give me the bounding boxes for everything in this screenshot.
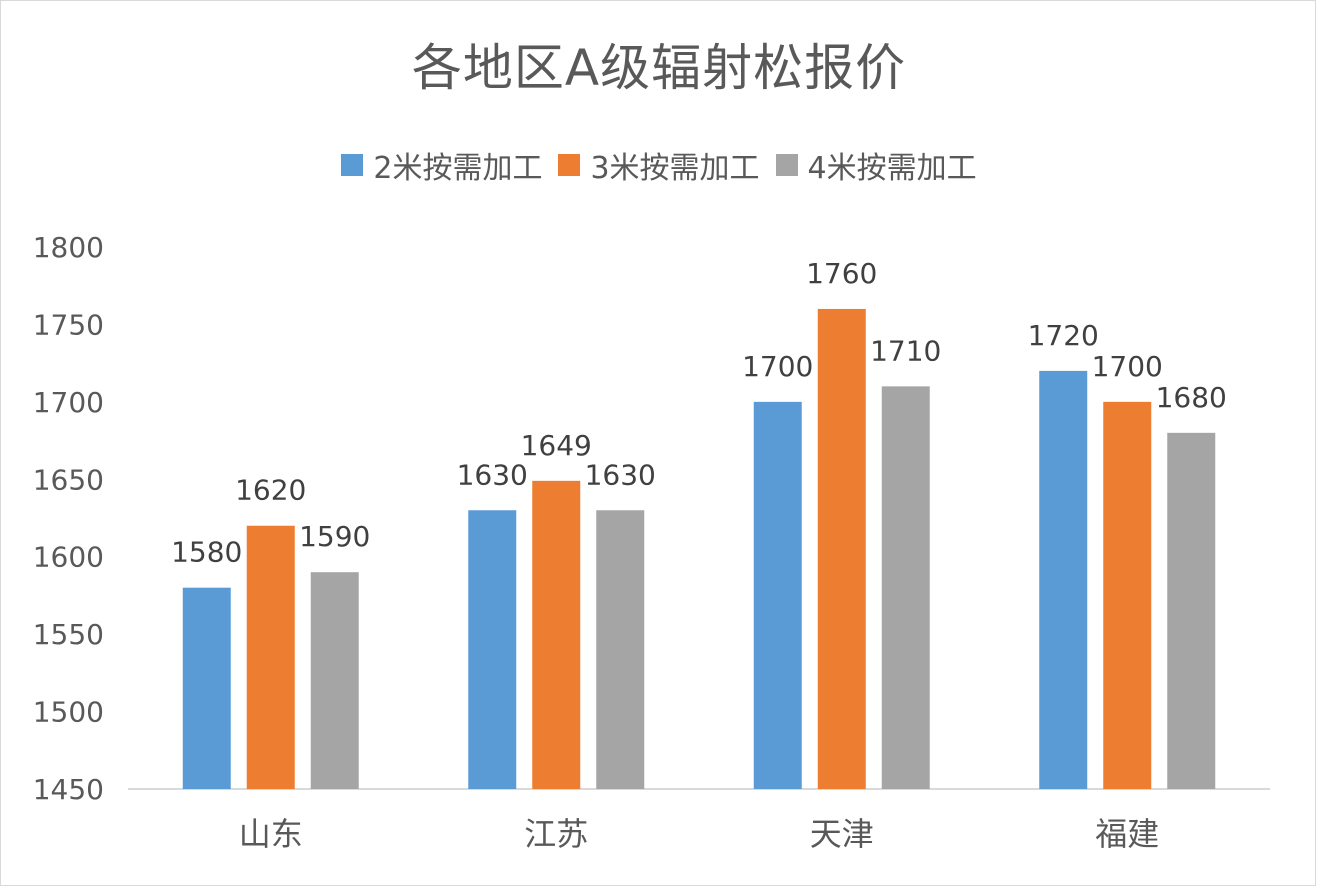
y-tick-label: 1700 xyxy=(33,386,104,419)
bar-1-1 xyxy=(532,480,581,789)
legend-label-series-1: 3米按需加工 xyxy=(590,151,760,186)
bar-1-0 xyxy=(246,525,295,789)
y-tick-label: 1500 xyxy=(33,696,104,729)
bar-2-1 xyxy=(596,510,645,789)
legend-label-series-2: 4米按需加工 xyxy=(807,151,977,186)
legend-swatch-series-2 xyxy=(775,154,798,176)
data-label: 1649 xyxy=(521,429,592,462)
bar-1-2 xyxy=(817,308,866,789)
data-label: 1620 xyxy=(235,474,306,507)
legend-item-series-0: 2米按需加工 xyxy=(341,143,542,187)
x-category-label: 山东 xyxy=(239,815,303,853)
data-label: 1680 xyxy=(1156,381,1227,414)
data-label: 1590 xyxy=(299,520,370,553)
bar-0-1 xyxy=(468,510,517,789)
bar-0-0 xyxy=(182,587,231,789)
x-category-label: 江苏 xyxy=(524,815,588,853)
data-label: 1720 xyxy=(1028,319,1099,352)
y-tick-label: 1450 xyxy=(33,773,104,806)
data-label: 1760 xyxy=(806,257,877,290)
x-category-label: 福建 xyxy=(1095,815,1159,853)
data-label: 1630 xyxy=(585,458,656,491)
legend-label-series-0: 2米按需加工 xyxy=(373,151,543,186)
x-category-label: 天津 xyxy=(810,815,874,853)
y-tick-label: 1550 xyxy=(33,618,104,651)
chart-title: 各地区A级辐射松报价 xyxy=(411,39,907,97)
bar-0-3 xyxy=(1039,370,1088,789)
data-label: 1580 xyxy=(171,536,242,569)
data-label: 1630 xyxy=(457,458,528,491)
data-label: 1710 xyxy=(870,334,941,367)
legend-item-series-2: 4米按需加工 xyxy=(775,143,977,187)
data-label: 1700 xyxy=(1092,350,1163,383)
y-tick-label: 1650 xyxy=(33,463,104,496)
y-tick-label: 1600 xyxy=(33,541,104,574)
y-tick-label: 1800 xyxy=(33,231,104,264)
data-label: 1700 xyxy=(742,350,813,383)
bar-0-2 xyxy=(753,401,802,789)
legend-item-series-1: 3米按需加工 xyxy=(558,143,760,187)
bar-2-3 xyxy=(1167,432,1216,789)
bar-2-2 xyxy=(881,386,930,789)
legend-swatch-series-0 xyxy=(341,154,364,176)
bar-2-0 xyxy=(310,572,359,789)
y-tick-label: 1750 xyxy=(33,308,104,341)
bar-1-3 xyxy=(1103,401,1152,789)
legend: 2米按需加工 3米按需加工 4米按需加工 xyxy=(0,143,1318,187)
legend-swatch-series-1 xyxy=(558,154,581,176)
